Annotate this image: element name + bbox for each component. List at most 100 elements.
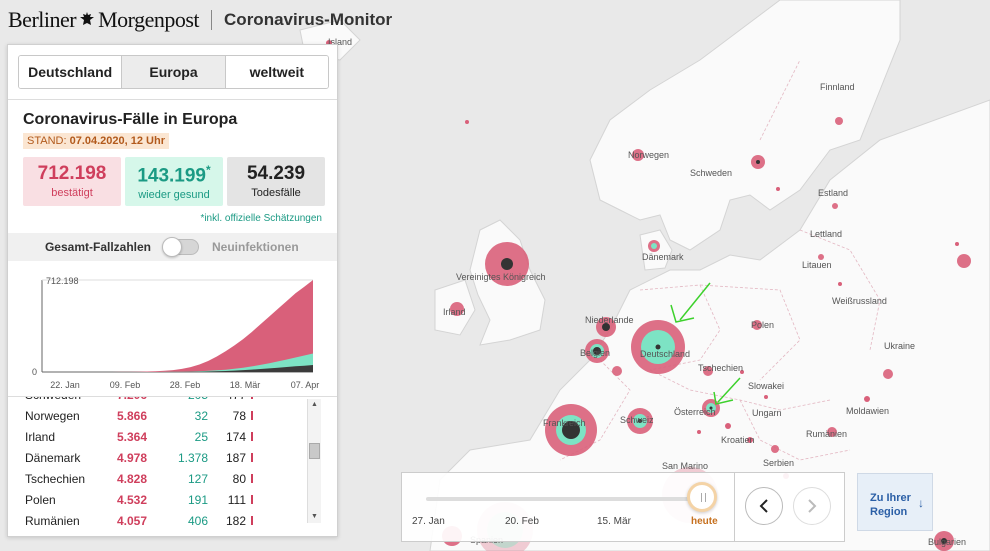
- bubble-moldova[interactable]: [864, 396, 870, 402]
- bubble-belarus[interactable]: [838, 282, 842, 286]
- country-recovered: 191: [187, 492, 208, 507]
- country-name: Rumänien: [25, 513, 80, 527]
- table-row[interactable]: Dänemark 4.978 1.378 187: [8, 447, 308, 468]
- map-label-niederlande: Niederlande: [585, 315, 634, 325]
- next-button[interactable]: [793, 487, 831, 525]
- tab-europa[interactable]: Europa: [122, 56, 226, 88]
- map-label-polen: Polen: [751, 320, 774, 330]
- map-label-rumaenien: Rumänien: [806, 429, 847, 439]
- bubble-poland[interactable]: [752, 320, 762, 330]
- bubble-austria-deaths: [709, 406, 713, 410]
- bubble-norway[interactable]: [632, 149, 644, 161]
- confirmed-label: bestätigt: [51, 187, 93, 199]
- country-deaths: 174: [225, 429, 246, 444]
- map-label-ukraine: Ukraine: [884, 341, 915, 351]
- country-recovered: 127: [187, 471, 208, 486]
- page-title: Coronavirus-Monitor: [224, 10, 393, 29]
- country-recovered: 32: [194, 408, 208, 423]
- panel-title: Coronavirus-Fälle in Europa: [23, 111, 238, 128]
- recovered-asterisk: *: [206, 163, 211, 177]
- country-confirmed: 4.532: [116, 492, 147, 507]
- bubble-luxembourg[interactable]: [612, 366, 622, 376]
- map-label-schweiz: Schweiz: [620, 415, 654, 425]
- map-label-tschechien: Tschechien: [698, 363, 743, 373]
- country-deaths: 80: [232, 471, 246, 486]
- table-row[interactable]: Norwegen 5.866 32 78: [8, 405, 308, 426]
- mode-toggle[interactable]: [162, 237, 199, 257]
- timeline-handle[interactable]: [687, 482, 717, 512]
- bubble-slovakia[interactable]: [740, 370, 744, 374]
- scroll-down-icon[interactable]: ▼: [311, 513, 318, 520]
- table-row[interactable]: Polen 4.532 191 111: [8, 489, 308, 510]
- bubble-ukraine[interactable]: [883, 369, 893, 379]
- bubble-denmark-recovered: [651, 243, 657, 249]
- region-button-label: Zu Ihrer Region: [870, 492, 911, 518]
- bubble-netherlands-deaths: [602, 323, 610, 331]
- country-confirmed: 4.828: [116, 471, 147, 486]
- map-label-frankreich: Frankreich: [543, 418, 586, 428]
- toggle-label-new[interactable]: Neuinfektionen: [212, 240, 299, 254]
- hand-drawn-arrows: [670, 282, 741, 405]
- country-recovered: 1.378: [177, 450, 208, 465]
- brand-logo[interactable]: Berliner Morgenpost: [8, 7, 200, 33]
- x-tick-0: 22. Jan: [50, 380, 80, 390]
- bubble-estonia[interactable]: [832, 203, 838, 209]
- country-bar: [251, 453, 253, 462]
- bubble-hungary[interactable]: [764, 395, 768, 399]
- bubble-faroe[interactable]: [465, 120, 469, 124]
- bubble-bosnia[interactable]: [747, 437, 753, 443]
- toggle-label-total[interactable]: Gesamt-Fallzahlen: [44, 240, 151, 254]
- table-row[interactable]: Rumänien 4.057 406 182: [8, 510, 308, 526]
- bubble-switzerland-deaths: [638, 419, 642, 423]
- country-bar: [251, 432, 253, 441]
- bubble-serbia[interactable]: [771, 445, 779, 453]
- confirmed-value: 712.198: [37, 163, 107, 184]
- country-deaths: 187: [225, 450, 246, 465]
- stand-label: STAND:: [27, 135, 67, 147]
- recovered-value: 143.199: [137, 165, 206, 187]
- bubble-croatia[interactable]: [725, 423, 731, 429]
- bubble-russia[interactable]: [957, 254, 971, 268]
- deaths-value: 54.239: [246, 163, 306, 184]
- map-label-moldawien: Moldawien: [846, 406, 889, 416]
- region-button[interactable]: Zu Ihrer Region ↓: [857, 473, 933, 531]
- bubble-finland[interactable]: [835, 117, 843, 125]
- table-row[interactable]: Schweden 7.206 205 477: [8, 397, 308, 405]
- bubble-sweden-deaths: [756, 160, 760, 164]
- map-label-finnland: Finnland: [820, 82, 855, 92]
- header-separator: [211, 10, 213, 30]
- country-confirmed: 4.978: [116, 450, 147, 465]
- bubble-romania[interactable]: [827, 427, 837, 437]
- table-row[interactable]: Irland 5.364 25 174: [8, 426, 308, 447]
- country-name: Dänemark: [25, 450, 81, 465]
- country-bar: [251, 397, 253, 399]
- scroll-up-icon[interactable]: ▲: [311, 401, 318, 408]
- previous-button[interactable]: [745, 487, 783, 525]
- tab-deutschland[interactable]: Deutschland: [19, 56, 123, 88]
- bubble-latvia[interactable]: [955, 242, 959, 246]
- estimate-note: *inkl. offizielle Schätzungen: [200, 213, 322, 224]
- map-label-estland: Estland: [818, 188, 848, 198]
- bubble-slovenia[interactable]: [697, 430, 701, 434]
- bubble-baltic[interactable]: [776, 187, 780, 191]
- country-deaths: 111: [227, 492, 246, 507]
- bubble-lithuania[interactable]: [818, 254, 824, 260]
- brand-part2: Morgenpost: [98, 7, 200, 32]
- map-label-belgien: Belgien: [580, 348, 610, 358]
- scroll-thumb[interactable]: [309, 443, 320, 459]
- map-label-lettland: Lettland: [810, 229, 842, 239]
- country-confirmed: 4.057: [116, 513, 147, 527]
- country-name: Schweden: [25, 397, 81, 402]
- table-row[interactable]: Tschechien 4.828 127 80: [8, 468, 308, 489]
- bubble-czech[interactable]: [703, 366, 713, 376]
- map-label-uk: Vereinigtes Königreich: [456, 272, 546, 282]
- timeline-track[interactable]: [426, 497, 708, 501]
- map-label-serbien: Serbien: [763, 458, 794, 468]
- arrow-down-icon: ↓: [918, 496, 924, 510]
- tab-weltweit[interactable]: weltweit: [225, 56, 328, 88]
- bubble-ireland[interactable]: [450, 302, 464, 316]
- recovered-label: wieder gesund: [138, 189, 210, 202]
- table-scrollbar[interactable]: ▲ ▼: [307, 399, 321, 523]
- chevron-left-icon: [759, 499, 768, 513]
- toggle-knob[interactable]: [162, 237, 182, 257]
